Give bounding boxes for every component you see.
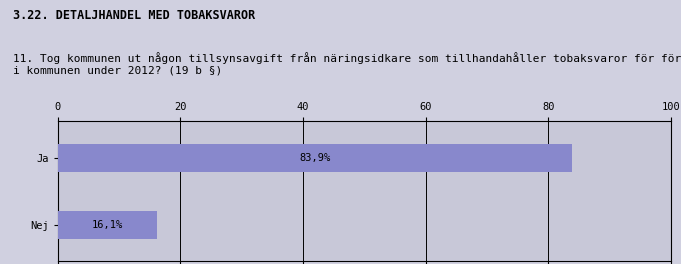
Text: 16,1%: 16,1% (92, 220, 123, 230)
Text: 3.22. DETALJHANDEL MED TOBAKSVAROR: 3.22. DETALJHANDEL MED TOBAKSVAROR (14, 9, 256, 22)
Bar (58, 211, 157, 239)
Text: 11. Tog kommunen ut någon tillsynsavgift från näringsidkare som tillhandahåller : 11. Tog kommunen ut någon tillsynsavgift… (14, 52, 681, 75)
Text: 83,9%: 83,9% (300, 153, 330, 163)
Bar (58, 144, 572, 172)
